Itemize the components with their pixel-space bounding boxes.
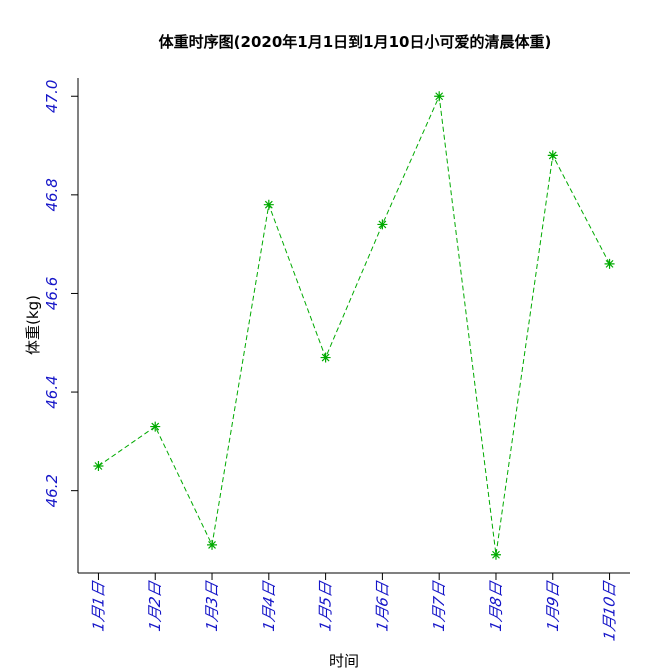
x-tick-label: 1月7日 [430,579,448,633]
y-tick-label: 46.4 [43,375,61,408]
x-tick-label: 1月6日 [374,579,392,633]
x-tick-label: 1月8日 [487,579,505,633]
x-tick-label: 1月1日 [90,579,108,633]
chart-title: 体重时序图(2020年1月1日到1月10日小可爱的清晨体重) [159,33,552,51]
point-marker [263,199,274,210]
point-marker [490,549,501,560]
x-tick-label: 1月5日 [317,579,335,633]
x-tick-label: 1月10日 [601,579,619,642]
point-marker [547,150,558,161]
y-tick-label: 47.0 [43,80,61,113]
x-tick-label: 1月2日 [146,579,164,633]
y-tick-label: 46.8 [43,178,61,211]
data-line [98,94,610,555]
point-marker [320,352,331,363]
y-tick-label: 46.2 [43,474,61,507]
point-marker [604,258,615,269]
point-marker [434,91,445,102]
point-marker [93,461,104,472]
y-axis-title: 体重(kg) [24,295,42,355]
x-tick-label: 1月3日 [203,579,221,633]
point-marker [150,421,161,432]
x-axis-title: 时间 [329,652,359,670]
y-tick-label: 46.6 [43,277,61,310]
point-marker [377,219,388,230]
x-tick-label: 1月9日 [544,579,562,633]
x-tick-label: 1月4日 [260,579,278,633]
point-marker [207,539,218,550]
